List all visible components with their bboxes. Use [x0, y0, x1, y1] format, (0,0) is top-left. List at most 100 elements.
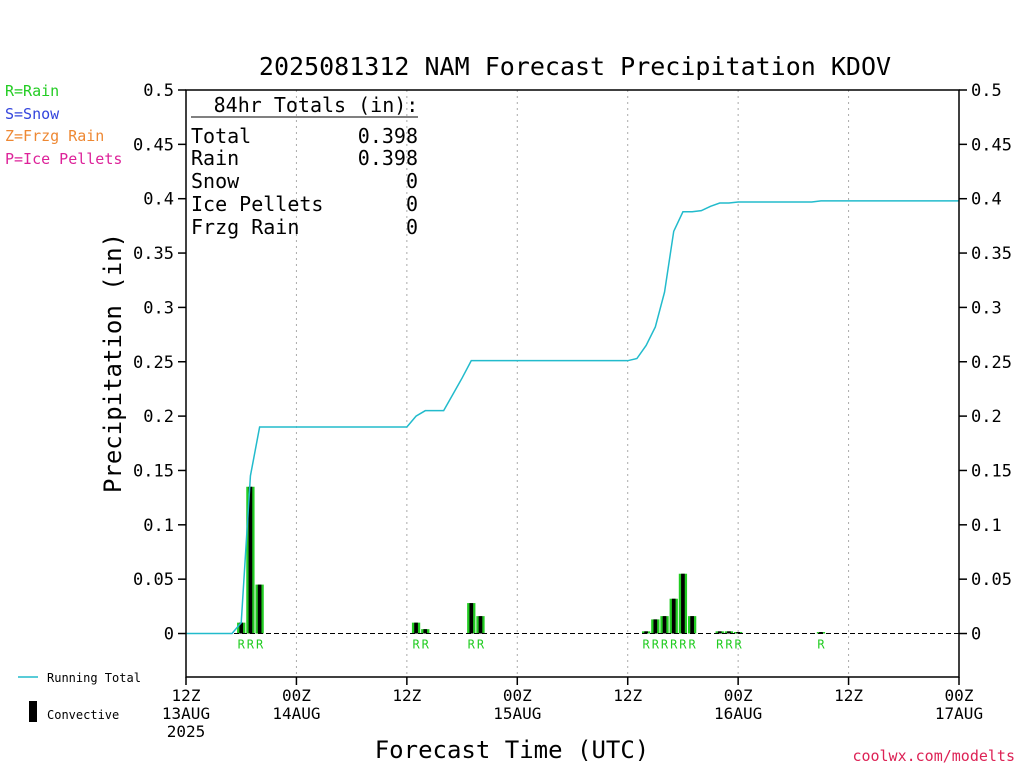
x-tick-label: 15AUG	[493, 704, 541, 723]
x-tick-label: 13AUG	[162, 704, 210, 723]
running-total-legend-label: Running Total	[47, 671, 141, 685]
legend-ice-pellets: P=Ice Pellets	[5, 150, 122, 168]
totals-box: 84hr Totals (in): Total 0.398 Rain 0.398…	[191, 93, 418, 239]
x-tick-label: 12Z	[613, 686, 642, 705]
convective-bar	[257, 584, 262, 634]
y-tick-label: 0.15	[133, 461, 174, 481]
totals-label-snow: Snow	[191, 169, 240, 193]
y-tick-label: 0.35	[133, 244, 174, 264]
totals-value-ice-pellets: 0	[406, 192, 418, 216]
convective-bar	[690, 616, 694, 634]
y-axis-label: Precipitation (in)	[99, 233, 127, 493]
y-tick-label-right: 0.35	[971, 244, 1012, 264]
ptype-label: R	[477, 638, 485, 652]
x-tick-label: 12Z	[392, 686, 421, 705]
convective-bar	[644, 631, 648, 634]
convective-bar	[681, 573, 685, 634]
x-tick-label: 00Z	[503, 686, 532, 705]
x-tick-label: 00Z	[945, 686, 974, 705]
ptype-label: R	[661, 638, 669, 652]
totals-value-snow: 0	[406, 169, 418, 193]
x-tick-label: 00Z	[724, 686, 753, 705]
convective-legend-label: Convective	[47, 708, 119, 722]
ptype-label: R	[247, 638, 255, 652]
ptype-label: R	[643, 638, 651, 652]
legend-rain: R=Rain	[5, 82, 59, 100]
convective-bar	[414, 622, 418, 634]
ptype-label: R	[670, 638, 678, 652]
y-tick-label-right: 0.4	[971, 190, 1002, 210]
convective-bar	[717, 631, 722, 634]
bottom-legend: Running Total Convective	[18, 671, 141, 722]
y-tick-label: 0.05	[133, 570, 174, 590]
totals-label-frzg-rain: Frzg Rain	[191, 215, 299, 239]
ptype-label: R	[716, 638, 724, 652]
y-axis-right: 0 0.05 0.1 0.15 0.2 0.25 0.3 0.35 0.4 0.45 0.5	[959, 81, 1012, 645]
legend-snow: S=Snow	[5, 105, 60, 123]
ptype-label: R	[652, 638, 660, 652]
y-tick-label-right: 0.45	[971, 135, 1012, 155]
chart-title: 2025081312 NAM Forecast Precipitation KD…	[259, 52, 891, 81]
ptype-label: R	[256, 638, 264, 652]
totals-label-total: Total	[191, 124, 251, 148]
ptype-label: R	[689, 638, 697, 652]
grid-lines	[295, 90, 850, 677]
convective-bar	[819, 632, 823, 634]
x-tick-label: 16AUG	[714, 704, 762, 723]
ptype-label: R	[817, 638, 825, 652]
x-tick-label: 14AUG	[272, 704, 320, 723]
plot-frame	[185, 89, 960, 678]
convective-bar	[239, 622, 244, 634]
y-axis-left: 0 0.05 0.1 0.15 0.2 0.25 0.3 0.35 0.4 0.45 0.5	[133, 81, 186, 645]
y-tick-label: 0.5	[143, 81, 174, 101]
totals-value-total: 0.398	[358, 124, 418, 148]
convective-bar	[478, 616, 483, 634]
x-tick-label: 00Z	[282, 686, 311, 705]
x-tick-label: 12Z	[834, 686, 863, 705]
totals-value-frzg-rain: 0	[406, 215, 418, 239]
ptype-label: R	[422, 638, 430, 652]
y-tick-label-right: 0.1	[971, 516, 1002, 536]
y-tick-label-right: 0.5	[971, 81, 1002, 101]
y-tick-label: 0.45	[133, 135, 174, 155]
totals-label-ice-pellets: Ice Pellets	[191, 192, 323, 216]
totals-label-rain: Rain	[191, 146, 239, 170]
ptype-label: R	[735, 638, 743, 652]
y-tick-label-right: 0.05	[971, 570, 1012, 590]
convective-bar	[671, 598, 676, 634]
y-tick-label-right: 0.2	[971, 407, 1002, 427]
convective-bar	[662, 616, 667, 634]
x-tick-label: 17AUG	[935, 704, 983, 723]
convective-swatch	[29, 701, 37, 722]
watermark: coolwx.com/modelts	[852, 747, 1015, 765]
ptype-label: R	[468, 638, 476, 652]
totals-value-rain: 0.398	[358, 146, 418, 170]
y-tick-label: 0.4	[143, 190, 174, 210]
x-tick-label: 12Z	[172, 686, 201, 705]
x-axis-label: Forecast Time (UTC)	[375, 736, 650, 764]
running-total-line	[186, 200, 959, 635]
legend-frzg-rain: Z=Frzg Rain	[5, 127, 104, 145]
y-tick-label: 0.25	[133, 353, 174, 373]
ptype-label: R	[679, 638, 687, 652]
y-tick-label: 0.3	[143, 298, 174, 318]
convective-bar	[727, 631, 731, 634]
precip-type-legend: R=Rain S=Snow Z=Frzg Rain P=Ice Pellets	[5, 82, 122, 168]
ptype-label: R	[412, 638, 420, 652]
y-tick-label: 0.1	[143, 516, 174, 536]
y-tick-label: 0.2	[143, 407, 174, 427]
convective-bar	[653, 619, 658, 634]
convective-bar	[736, 632, 740, 634]
convective-bar	[423, 629, 428, 634]
x-tick-label: 2025	[167, 722, 206, 741]
convective-bar	[248, 486, 253, 634]
ptype-label: R	[725, 638, 733, 652]
y-tick-label-right: 0.25	[971, 353, 1012, 373]
ptype-label: R	[238, 638, 246, 652]
y-tick-label-right: 0.15	[971, 461, 1012, 481]
bar-series	[237, 486, 826, 634]
totals-header: 84hr Totals (in):	[214, 93, 419, 117]
convective-bar	[469, 603, 474, 634]
